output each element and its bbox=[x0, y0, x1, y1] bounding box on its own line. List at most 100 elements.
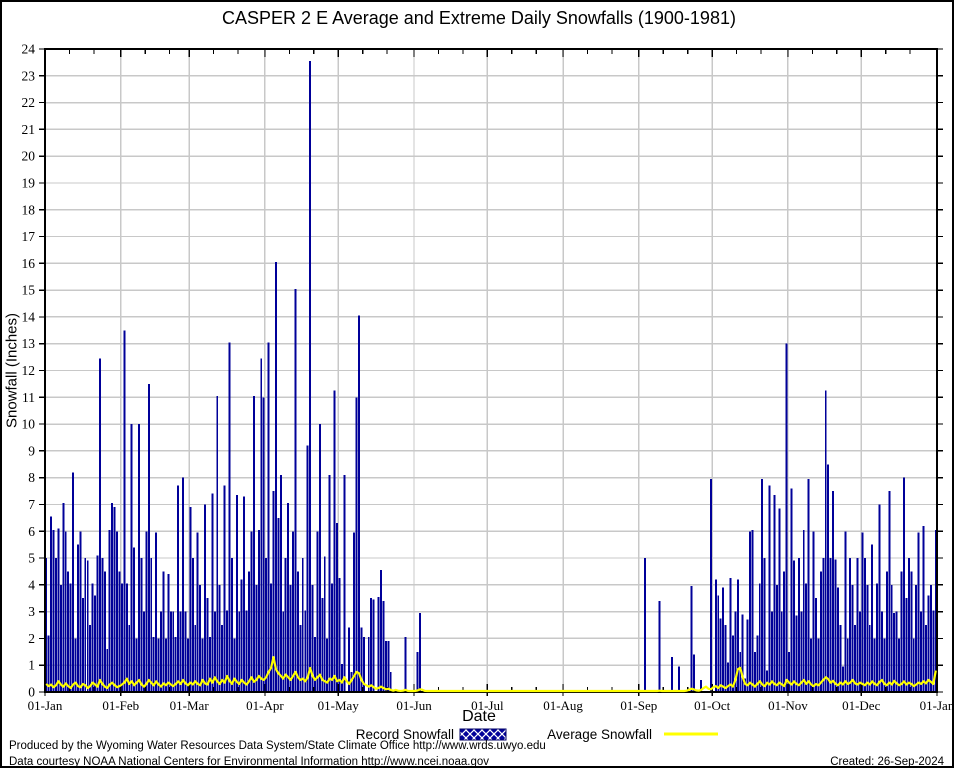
record-bar bbox=[323, 556, 326, 692]
record-bar bbox=[355, 397, 358, 692]
x-tick-label: 01-May bbox=[318, 698, 360, 713]
record-bar bbox=[194, 625, 197, 692]
record-bar bbox=[296, 571, 299, 692]
record-bar bbox=[670, 657, 673, 692]
record-bar bbox=[343, 474, 346, 692]
record-bar bbox=[140, 558, 143, 692]
record-bar bbox=[125, 583, 128, 692]
record-bar bbox=[370, 598, 373, 692]
record-bar bbox=[204, 504, 206, 692]
record-bar bbox=[252, 395, 255, 692]
record-bar bbox=[340, 663, 343, 692]
record-bar bbox=[201, 638, 204, 692]
record-bar bbox=[142, 611, 145, 693]
y-tick-label: 5 bbox=[28, 551, 35, 566]
legend-record-label: Record Snowfall bbox=[356, 727, 454, 742]
record-bar bbox=[257, 529, 260, 692]
y-tick-label: 10 bbox=[22, 417, 36, 432]
y-tick-label: 22 bbox=[22, 95, 36, 110]
axis-ticks bbox=[39, 48, 943, 696]
record-bar bbox=[790, 488, 793, 692]
record-bar bbox=[416, 651, 419, 692]
record-bar bbox=[76, 544, 79, 692]
record-bar bbox=[81, 598, 84, 692]
record-bar bbox=[741, 614, 744, 692]
record-bar bbox=[900, 571, 903, 692]
record-bar bbox=[338, 578, 341, 692]
record-bar bbox=[690, 586, 693, 692]
record-bar bbox=[152, 637, 155, 692]
record-bar bbox=[72, 472, 75, 692]
average-snowfall-line bbox=[45, 656, 937, 693]
axis-tick-labels: 0123456789101112131415161718192021222324… bbox=[22, 42, 953, 714]
record-bar bbox=[321, 598, 324, 692]
record-bar bbox=[233, 638, 236, 692]
x-tick-label: 01-Nov bbox=[768, 698, 808, 713]
y-tick-label: 4 bbox=[28, 577, 35, 592]
record-bar bbox=[773, 495, 776, 692]
record-bar bbox=[888, 491, 891, 692]
record-bar bbox=[727, 662, 729, 692]
y-axis-label: Snowfall (Inches) bbox=[3, 312, 21, 429]
record-bar bbox=[67, 571, 70, 692]
record-bar bbox=[812, 531, 815, 692]
record-bar bbox=[771, 611, 773, 693]
x-tick-label: 01-Apr bbox=[246, 698, 284, 713]
record-bar bbox=[382, 600, 385, 692]
y-tick-label: 16 bbox=[22, 256, 36, 271]
record-bar bbox=[924, 625, 927, 692]
record-bar bbox=[736, 579, 739, 692]
record-bar bbox=[230, 558, 233, 692]
record-bar bbox=[917, 532, 920, 692]
record-bar bbox=[130, 424, 133, 692]
record-bar bbox=[116, 531, 119, 692]
y-tick-label: 9 bbox=[28, 443, 35, 458]
record-bar bbox=[79, 531, 82, 692]
y-tick-label: 14 bbox=[22, 309, 36, 324]
record-bar bbox=[106, 649, 109, 692]
record-bar bbox=[839, 625, 842, 692]
record-bar bbox=[844, 531, 847, 692]
record-bar bbox=[174, 637, 177, 692]
record-bar bbox=[722, 587, 725, 692]
record-bar bbox=[255, 584, 258, 692]
record-bar bbox=[282, 611, 285, 693]
record-bar bbox=[360, 627, 363, 692]
record-bar bbox=[182, 477, 184, 692]
record-bar bbox=[785, 343, 788, 692]
record-bar bbox=[863, 558, 866, 692]
y-tick-label: 11 bbox=[22, 390, 35, 405]
record-bar bbox=[103, 571, 106, 692]
record-bar bbox=[177, 485, 180, 692]
record-bar bbox=[57, 528, 60, 692]
record-bar bbox=[861, 532, 864, 692]
record-bar bbox=[883, 638, 886, 692]
record-bar bbox=[50, 516, 53, 692]
record-bar bbox=[380, 570, 382, 692]
record-bar bbox=[902, 477, 905, 692]
record-bar bbox=[692, 654, 695, 692]
record-bar bbox=[208, 637, 211, 692]
record-bar bbox=[719, 618, 722, 692]
record-bar bbox=[768, 485, 771, 692]
y-tick-label: 12 bbox=[22, 363, 36, 378]
record-bar bbox=[778, 508, 781, 692]
gridlines bbox=[45, 49, 937, 692]
record-bar bbox=[797, 558, 800, 692]
record-bar bbox=[155, 532, 158, 692]
record-bar bbox=[758, 583, 761, 692]
x-tick-label: 01-Dec bbox=[842, 698, 880, 713]
record-bar bbox=[404, 637, 407, 692]
record-bar bbox=[309, 61, 312, 693]
record-bar bbox=[250, 531, 253, 692]
y-tick-label: 15 bbox=[22, 283, 36, 298]
record-bar bbox=[788, 651, 791, 692]
record-bar bbox=[318, 424, 321, 692]
record-bar bbox=[64, 531, 67, 692]
y-tick-label: 1 bbox=[28, 658, 35, 673]
y-tick-label: 6 bbox=[28, 524, 35, 539]
record-bar bbox=[279, 474, 282, 692]
record-bar bbox=[802, 529, 805, 692]
record-bar bbox=[270, 583, 272, 692]
